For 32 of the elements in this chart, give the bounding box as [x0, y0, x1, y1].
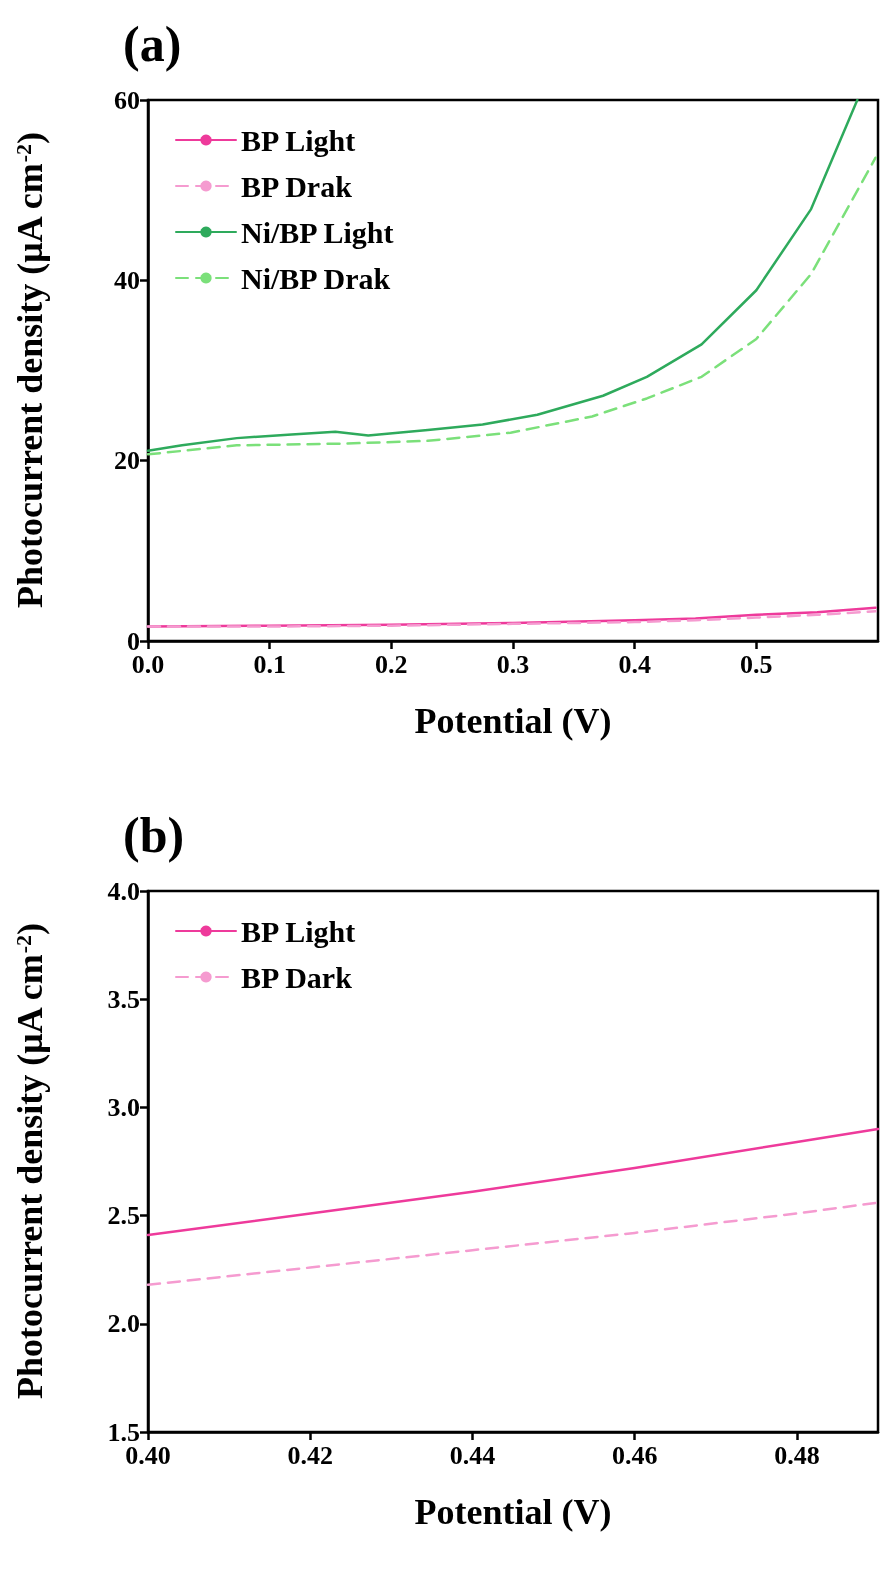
y-tick-label: 4.0: [107, 876, 140, 906]
x-tick-label: 0.2: [375, 649, 408, 679]
legend-label: BP Drak: [241, 169, 353, 203]
x-tick-label: 0.1: [253, 649, 286, 679]
x-tick-label: 0.42: [287, 1440, 333, 1470]
x-axis-title: Potential (V): [414, 701, 612, 741]
x-tick-label: 0.3: [496, 649, 530, 679]
line-series: [146, 156, 877, 456]
legend-label: Ni/BP Drak: [241, 261, 391, 295]
y-axis-title: Photocurrent density (μA cm-2): [10, 923, 50, 1400]
legend-label: BP Light: [241, 914, 356, 948]
chart-title: (b): [123, 807, 185, 863]
x-tick-label: 0.5: [740, 649, 773, 679]
y-tick-label: 40: [114, 265, 140, 295]
x-tick-label: 0.4: [618, 649, 651, 679]
x-tick-label: 0.48: [774, 1440, 820, 1470]
x-axis-title: Potential (V): [414, 1492, 612, 1532]
y-axis-title: Photocurrent density (μA cm-2): [10, 132, 50, 609]
y-tick-label: 3.5: [107, 984, 140, 1014]
x-tick-label: 0.44: [449, 1440, 496, 1470]
y-tick-label: 3.0: [107, 1092, 140, 1122]
legend-label: Ni/BP Light: [241, 215, 394, 249]
legend-label: BP Light: [241, 123, 356, 157]
chart-title: (a): [123, 16, 182, 72]
line-series: [146, 98, 859, 452]
y-tick-label: 2.0: [107, 1309, 140, 1339]
line-series: [146, 1127, 880, 1237]
y-tick-label: 20: [114, 446, 140, 476]
legend-label: BP Dark: [241, 960, 353, 994]
y-tick-label: 2.5: [107, 1201, 140, 1231]
x-tick-label: 0.46: [611, 1440, 658, 1470]
y-tick-label: 60: [114, 85, 140, 115]
